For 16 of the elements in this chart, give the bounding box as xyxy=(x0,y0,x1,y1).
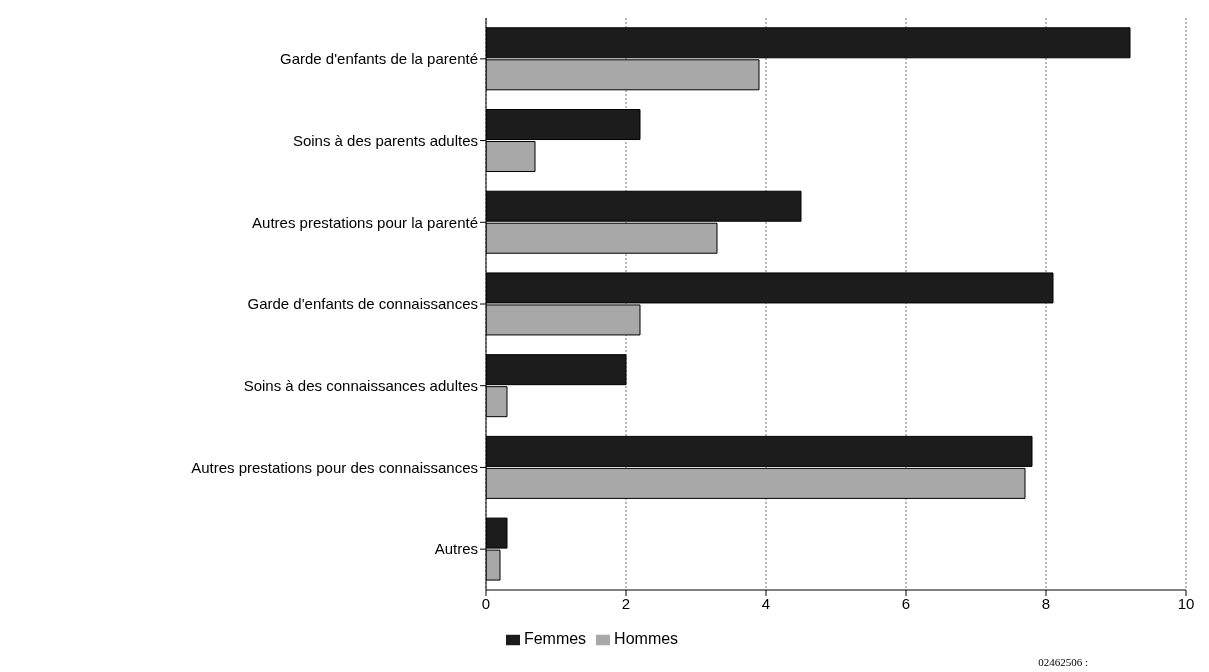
legend-label: Femmes xyxy=(523,630,587,647)
x-tick-label: 0 xyxy=(481,594,491,612)
y-tick-label: Garde d'enfants de la parenté xyxy=(279,50,478,68)
x-tick-label: 4 xyxy=(761,594,771,612)
text: 02462506 : xyxy=(1038,656,1088,668)
y-tick-label: Garde d'enfants de connaissances xyxy=(247,295,478,313)
y-tick-label: Autres xyxy=(434,540,478,558)
x-tick-label: 8 xyxy=(1041,594,1051,612)
y-tick-label: Soins à des parents adultes xyxy=(292,131,478,149)
legend-label: Hommes xyxy=(614,630,679,647)
y-tick-label: Soins à des connaissances adultes xyxy=(243,377,478,395)
y-tick-label: Autres prestations pour la parenté xyxy=(252,213,478,231)
x-tick-label: 6 xyxy=(901,594,911,612)
x-tick-label: 10 xyxy=(1177,594,1195,612)
y-tick-label: Autres prestations pour des connaissances xyxy=(191,458,478,476)
x-tick-label: 2 xyxy=(621,594,631,612)
